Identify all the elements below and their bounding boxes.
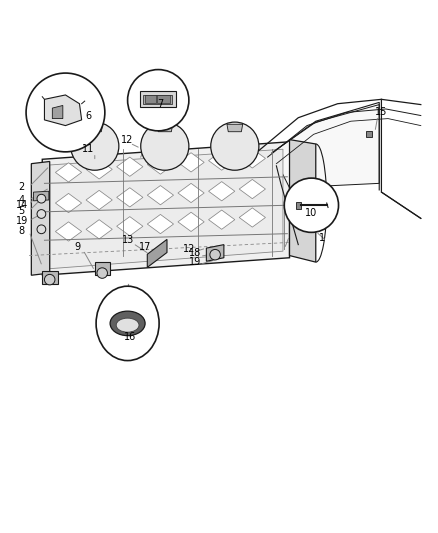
Polygon shape <box>117 157 143 176</box>
Text: 5: 5 <box>18 206 25 216</box>
Polygon shape <box>55 222 81 241</box>
Polygon shape <box>177 153 204 172</box>
Circle shape <box>97 268 107 278</box>
Text: 6: 6 <box>85 110 91 120</box>
Circle shape <box>127 70 188 131</box>
Text: 19: 19 <box>15 215 28 225</box>
Ellipse shape <box>110 311 145 336</box>
Polygon shape <box>86 220 112 239</box>
Circle shape <box>37 195 46 203</box>
Polygon shape <box>157 95 170 103</box>
Text: 7: 7 <box>157 99 163 109</box>
Polygon shape <box>147 155 173 174</box>
Polygon shape <box>239 180 265 199</box>
Polygon shape <box>365 131 371 138</box>
Circle shape <box>209 249 220 260</box>
Polygon shape <box>145 95 155 103</box>
Polygon shape <box>52 106 63 118</box>
Circle shape <box>37 209 46 219</box>
Ellipse shape <box>96 286 159 361</box>
Text: 12: 12 <box>182 244 194 254</box>
Polygon shape <box>44 95 81 126</box>
Polygon shape <box>289 140 315 262</box>
Polygon shape <box>272 104 378 188</box>
Polygon shape <box>31 161 49 275</box>
Polygon shape <box>86 160 112 179</box>
Text: 11: 11 <box>82 144 94 154</box>
Circle shape <box>37 225 46 233</box>
Text: 2: 2 <box>18 182 25 192</box>
Text: 1: 1 <box>318 233 325 243</box>
Text: 16: 16 <box>124 332 136 342</box>
Polygon shape <box>117 188 143 207</box>
Polygon shape <box>239 208 265 227</box>
Polygon shape <box>177 183 204 203</box>
Polygon shape <box>143 94 172 104</box>
Polygon shape <box>147 185 173 205</box>
Text: 12: 12 <box>121 135 134 144</box>
Polygon shape <box>226 124 242 132</box>
Text: 13: 13 <box>121 235 134 245</box>
Polygon shape <box>147 214 173 233</box>
Text: 15: 15 <box>374 108 387 117</box>
Polygon shape <box>87 124 102 132</box>
Polygon shape <box>177 212 204 231</box>
Circle shape <box>44 274 55 285</box>
Polygon shape <box>208 151 234 170</box>
Polygon shape <box>295 201 300 209</box>
Text: 9: 9 <box>74 242 80 252</box>
Circle shape <box>210 122 258 170</box>
Text: 8: 8 <box>18 227 25 237</box>
Polygon shape <box>117 216 143 236</box>
Text: 18: 18 <box>189 248 201 259</box>
Circle shape <box>141 122 188 170</box>
Polygon shape <box>140 92 175 107</box>
Circle shape <box>26 73 105 152</box>
Circle shape <box>71 122 119 170</box>
Polygon shape <box>55 193 81 213</box>
Text: 4: 4 <box>18 195 25 205</box>
Polygon shape <box>95 262 110 275</box>
Polygon shape <box>239 149 265 168</box>
Polygon shape <box>86 190 112 209</box>
Polygon shape <box>42 271 57 284</box>
Polygon shape <box>55 163 81 182</box>
Ellipse shape <box>116 318 139 332</box>
Polygon shape <box>147 239 166 268</box>
Polygon shape <box>42 142 289 275</box>
Polygon shape <box>156 124 172 132</box>
Text: 10: 10 <box>304 208 317 218</box>
Polygon shape <box>208 182 234 201</box>
Polygon shape <box>208 210 234 229</box>
Text: 17: 17 <box>138 242 151 252</box>
Polygon shape <box>206 245 223 261</box>
Polygon shape <box>49 149 283 269</box>
Circle shape <box>284 178 338 232</box>
Text: 19: 19 <box>189 257 201 267</box>
Text: 14: 14 <box>15 200 28 210</box>
Polygon shape <box>33 191 49 201</box>
